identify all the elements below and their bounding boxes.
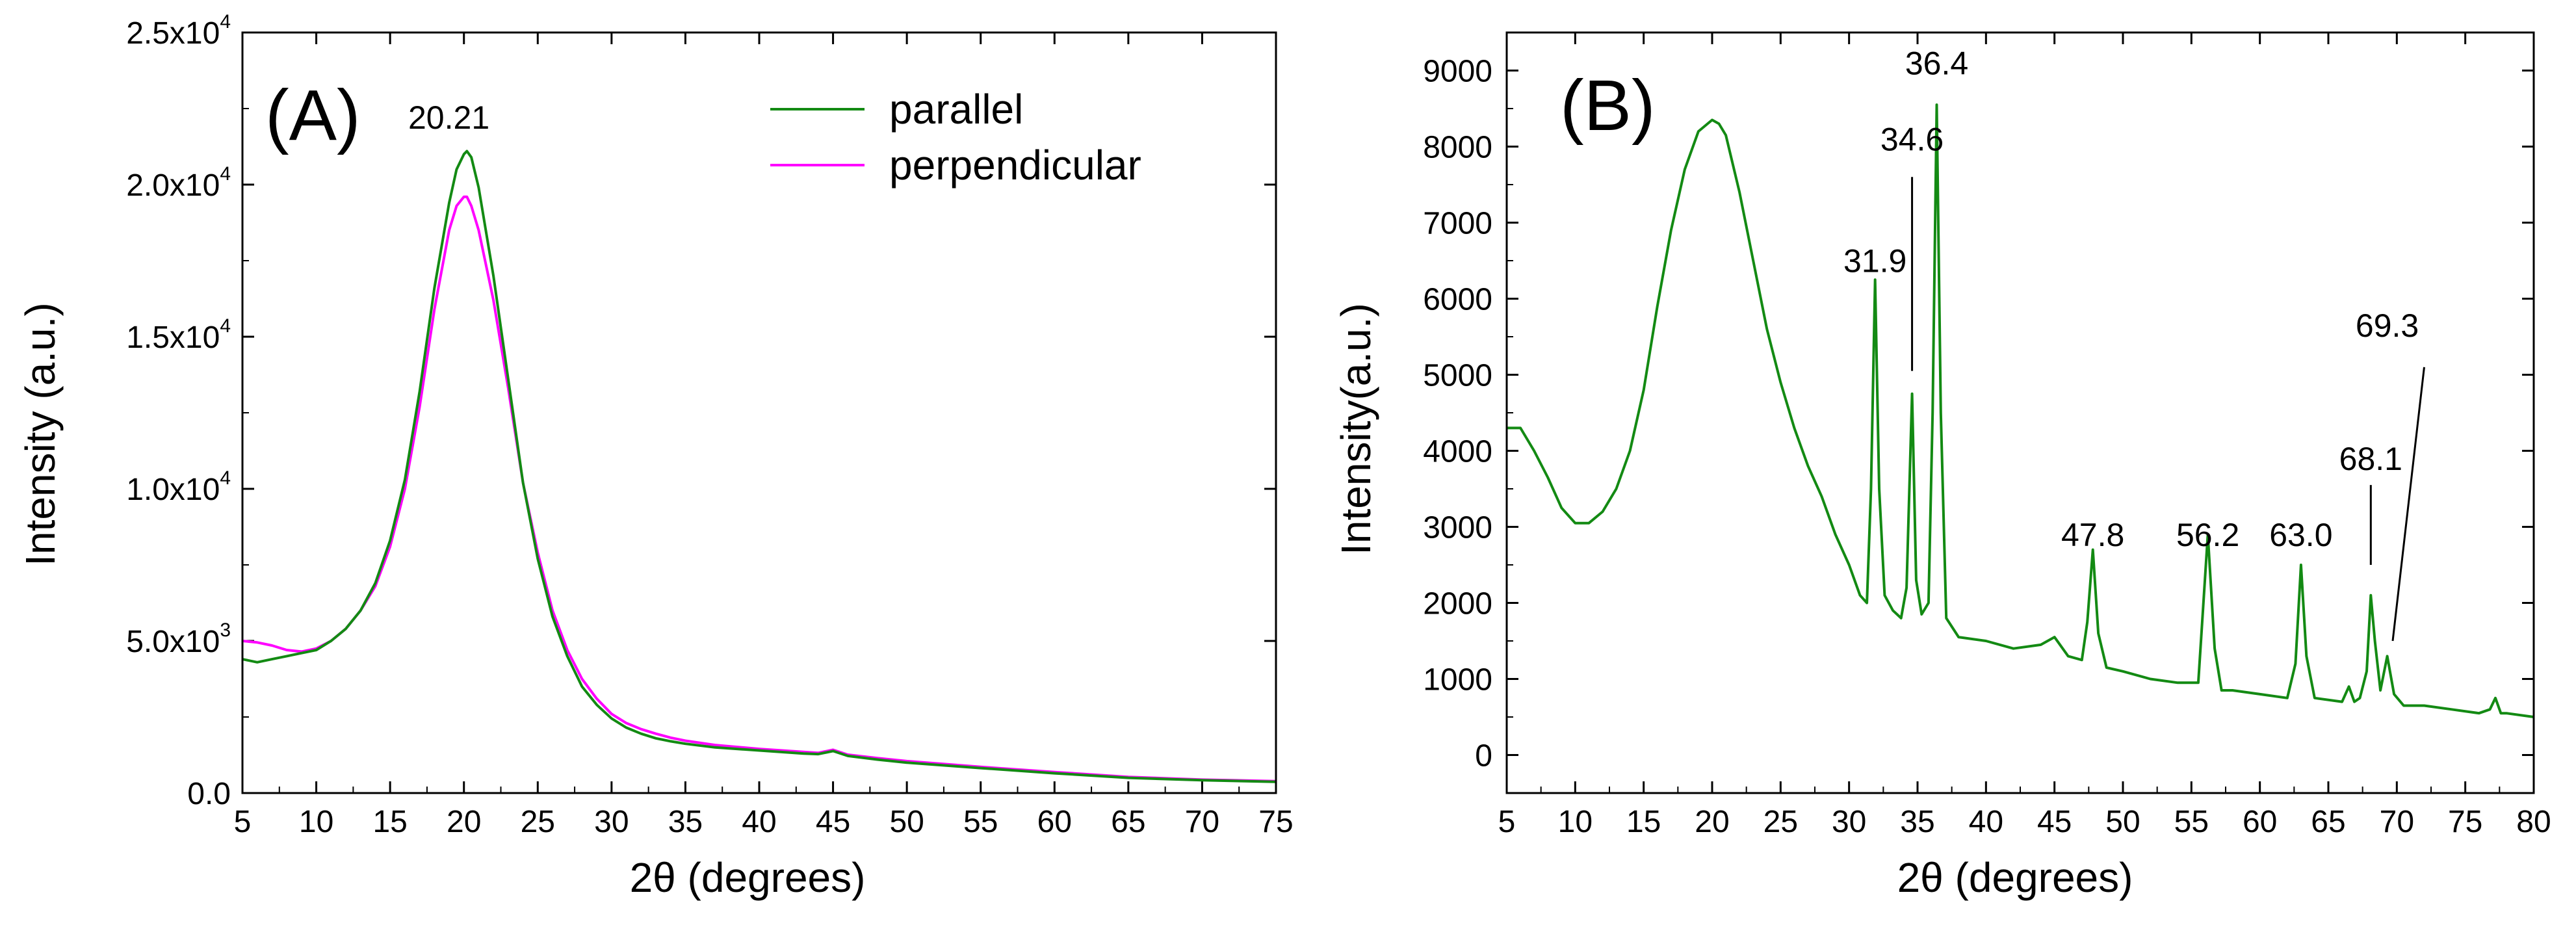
panel-a-x-tick-label: 45 <box>816 805 850 839</box>
panel-a-y-tick-label: 2.0x104 <box>126 163 231 203</box>
panel-b-x-tick-label: 65 <box>2311 805 2345 839</box>
series-line-perpendicular <box>242 195 1277 783</box>
panel-b-x-axis-title: 2θ (degrees) <box>1897 854 2133 901</box>
peak-label-31.9: 31.9 <box>1843 243 1906 280</box>
panel-a-y-tick-label: 2.5x104 <box>126 11 231 51</box>
panel-a-y-tick-label: 1.0x104 <box>126 467 231 507</box>
panel-b-x-tick-label: 25 <box>1763 805 1798 839</box>
panel-a-x-tick-label: 5 <box>234 805 252 839</box>
panel-b-x-tick-label: 45 <box>2037 805 2072 839</box>
panel-b-x-tick-label: 50 <box>2105 805 2140 839</box>
panel-a-y-axis-title: Intensity (a.u.) <box>17 302 64 566</box>
panel-b-y-tick-label: 3000 <box>1423 511 1492 545</box>
panel-b-y-tick-label: 6000 <box>1423 283 1492 317</box>
legend-label-perpendicular: perpendicular <box>889 142 1141 189</box>
panel-a-chart: 5 10 15 20 25 30 35 40 45 50 55 60 65 70 75 0.0 5.0x103 1… <box>17 11 1294 901</box>
panel-a-x-tick-label: 55 <box>963 805 998 839</box>
panel-a-peak-annotation: 20.21 <box>408 99 489 136</box>
panel-b-y-tick-label: 1000 <box>1423 663 1492 697</box>
panel-a-x-tick-label: 35 <box>668 805 703 839</box>
panel-b-x-tick-label: 60 <box>2243 805 2277 839</box>
panel-a-x-tick-label: 60 <box>1037 805 1072 839</box>
panel-b-y-tick-label: 5000 <box>1423 359 1492 393</box>
panel-a-legend: parallel perpendicular <box>770 86 1141 189</box>
legend-label-parallel: parallel <box>889 86 1023 133</box>
panel-a-y-tick-label: 0.0 <box>187 777 231 811</box>
panel-b-x-tick-label: 80 <box>2516 805 2551 839</box>
panel-b-y-tick-label: 2000 <box>1423 587 1492 621</box>
panel-b-x-tick-label: 30 <box>1832 805 1866 839</box>
panel-a-x-tick-label: 50 <box>889 805 924 839</box>
panel-a-y-tick-label: 1.5x104 <box>126 315 231 355</box>
panel-a-label: (A) <box>265 75 361 155</box>
panel-b-label: (B) <box>1560 66 1656 146</box>
panel-a-x-tick-label: 15 <box>372 805 407 839</box>
panel-a-x-tick-label: 70 <box>1185 805 1219 839</box>
panel-b-x-tick-label: 75 <box>2448 805 2482 839</box>
panel-b-y-tick-label: 4000 <box>1423 435 1492 469</box>
panel-b-x-tick-label: 70 <box>2380 805 2414 839</box>
panel-a-x-tick-label: 75 <box>1258 805 1293 839</box>
panel-a-y-tick-label: 5.0x103 <box>126 619 231 659</box>
panel-a-tick-labels: 5 10 15 20 25 30 35 40 45 50 55 60 65 70 75 0.0 5.0x103 1… <box>126 11 1294 839</box>
panel-a-x-axis-title: 2θ (degrees) <box>630 854 866 901</box>
panel-b-x-tick-label: 55 <box>2174 805 2209 839</box>
peak-label-63.0: 63.0 <box>2269 517 2332 553</box>
series-line-parallel <box>242 150 1277 783</box>
panel-a-x-tick-label: 20 <box>447 805 481 839</box>
panel-a-series <box>242 150 1277 783</box>
panel-b-x-tick-label: 20 <box>1695 805 1729 839</box>
panel-b-x-tick-label: 40 <box>1969 805 2003 839</box>
panel-a-x-tick-label: 65 <box>1111 805 1145 839</box>
panel-a-x-tick-label: 40 <box>742 805 776 839</box>
peak-label-36.4: 36.4 <box>1905 45 1968 81</box>
panel-b-peak-annotations: 31.9 34.6 36.4 47.8 56.2 63.0 68.1 69.3 <box>1843 45 2425 642</box>
panel-b-x-tick-label: 5 <box>1498 805 1516 839</box>
panel-b-chart: 5 10 15 20 25 30 35 40 45 50 55 60 65 70 75 80 0 1000 2000… <box>1333 31 2551 901</box>
panel-b-y-tick-label: 0 <box>1475 739 1492 774</box>
panel-a-x-tick-label: 30 <box>594 805 629 839</box>
panel-b-plot-frame <box>1505 31 2535 794</box>
panel-b-tick-labels: 5 10 15 20 25 30 35 40 45 50 55 60 65 70 75 80 0 1000 2000… <box>1423 55 2551 840</box>
panel-b-y-tick-label: 8000 <box>1423 131 1492 165</box>
panel-b-series <box>1507 103 2534 718</box>
panel-b-x-tick-label: 15 <box>1626 805 1661 839</box>
leader-line-69.3 <box>2391 367 2425 642</box>
panel-b-ticks <box>1505 33 2535 793</box>
peak-label-47.8: 47.8 <box>2061 517 2124 553</box>
panel-b-y-axis-title: Intensity(a.u.) <box>1333 303 1379 555</box>
panel-a-plot-frame <box>241 31 1277 794</box>
panel-b-y-tick-label: 9000 <box>1423 55 1492 89</box>
peak-label-34.6: 34.6 <box>1880 121 1944 157</box>
peak-label-69.3: 69.3 <box>2356 307 2419 344</box>
panel-b-x-tick-label: 35 <box>1900 805 1934 839</box>
panel-b-y-tick-label: 7000 <box>1423 207 1492 241</box>
panel-b-x-tick-label: 10 <box>1558 805 1593 839</box>
series-line-xrd-pattern <box>1507 103 2534 718</box>
panel-a-x-tick-label: 25 <box>521 805 555 839</box>
panel-a-x-tick-label: 10 <box>299 805 333 839</box>
peak-label-56.2: 56.2 <box>2176 517 2239 553</box>
peak-label-68.1: 68.1 <box>2339 441 2402 477</box>
